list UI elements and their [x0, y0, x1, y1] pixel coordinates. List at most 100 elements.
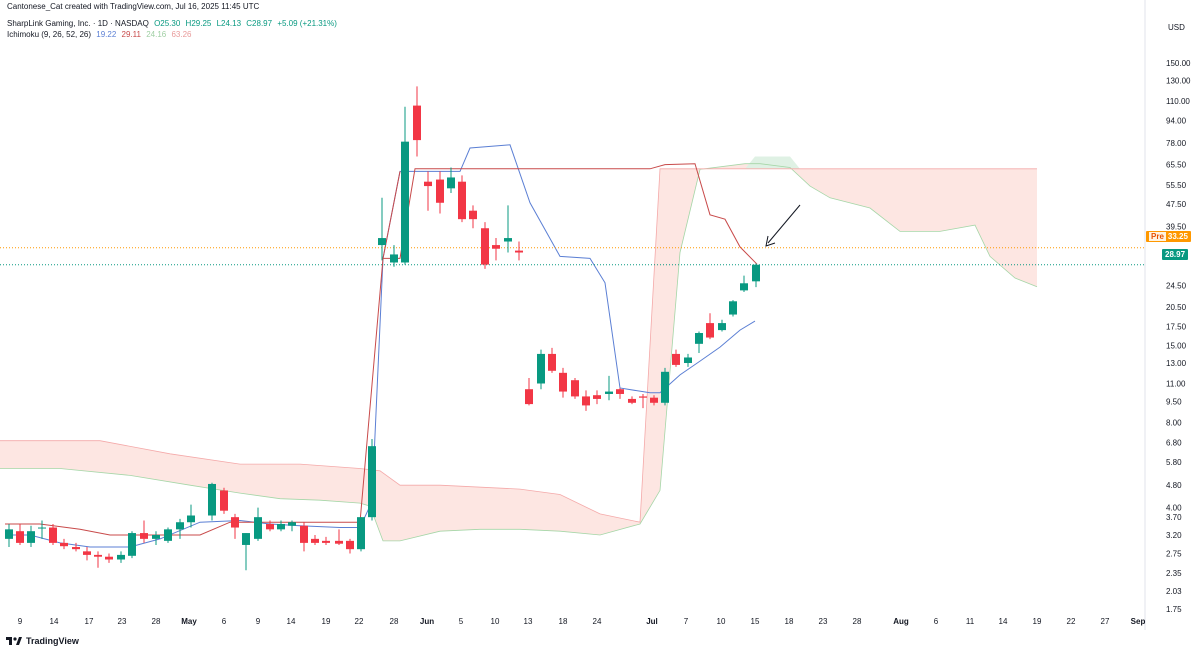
candle-body: [752, 264, 760, 282]
candle-body: [300, 525, 308, 543]
candle-body: [628, 398, 636, 403]
x-tick-label: 22: [1067, 617, 1076, 626]
y-tick-label: 3.70: [1166, 513, 1182, 522]
candle-body: [605, 391, 613, 394]
chart-credit: Cantonese_Cat created with TradingView.c…: [7, 2, 260, 11]
candle-body: [672, 353, 680, 365]
candle-body: [661, 371, 669, 403]
candle: [242, 533, 250, 571]
candle-body: [718, 323, 726, 331]
candle-body: [390, 254, 398, 263]
candle: [378, 197, 386, 261]
x-tick-label: 14: [999, 617, 1008, 626]
candle: [254, 507, 262, 541]
x-tick-label: 15: [751, 617, 760, 626]
y-tick-label: 55.50: [1166, 181, 1187, 190]
arrow-annotation: [767, 204, 801, 244]
candle: [537, 349, 545, 390]
candle: [718, 319, 726, 332]
x-tick-label: 28: [853, 617, 862, 626]
candle: [504, 205, 512, 253]
y-tick-label: 2.35: [1166, 569, 1182, 578]
candle: [390, 245, 398, 267]
candle: [447, 167, 455, 193]
candle: [650, 395, 658, 406]
x-tick-label: 28: [152, 617, 161, 626]
tradingview-logo[interactable]: TradingView: [6, 636, 79, 646]
time-axis[interactable]: 9 14 17 23 28 May 6 9 14 19 22 28 Jun 5 10 13 18 24 Jul 7 10…: [18, 617, 1146, 626]
ohlc-low: L24.13: [216, 19, 242, 28]
candle-body: [582, 396, 590, 406]
price-axis[interactable]: USD 150.00 130.00 110.00 94.00 78.00 65.50 55.5…: [1166, 23, 1191, 614]
candle-body: [458, 181, 466, 220]
x-tick-label: Jun: [420, 617, 434, 626]
candle-body: [254, 517, 262, 539]
y-tick-label: 13.00: [1166, 359, 1187, 368]
candle-body: [740, 283, 748, 291]
candle: [346, 538, 354, 554]
candles: [5, 86, 760, 571]
candle: [105, 553, 113, 563]
candle-body: [537, 353, 545, 384]
y-tick-label: 150.00: [1166, 59, 1191, 68]
candle-body: [695, 333, 703, 344]
last-price-tag: 28.97: [1162, 249, 1189, 260]
indicator-name[interactable]: Ichimoku (9, 26, 52, 26): [7, 30, 92, 39]
candle: [548, 347, 556, 373]
candle-body: [187, 515, 195, 523]
candle-body: [266, 523, 274, 530]
candle: [152, 531, 160, 545]
y-tick-label: 8.00: [1166, 419, 1182, 428]
candle-body: [242, 533, 250, 545]
candle: [368, 438, 376, 521]
candle: [481, 222, 489, 269]
x-tick-label: Jul: [646, 617, 658, 626]
candle-body: [208, 483, 216, 516]
annotations: [765, 204, 801, 247]
x-tick-label: 19: [1033, 617, 1042, 626]
ohlc-high: H29.25: [185, 19, 212, 28]
candle-body: [571, 380, 579, 397]
senkou-span-a: [0, 163, 1038, 542]
candle-body: [83, 551, 91, 555]
candle: [571, 378, 579, 399]
indicator-legend[interactable]: Ichimoku (9, 26, 52, 26) 19.22 29.11 24.…: [7, 30, 192, 39]
y-tick-label: 9.50: [1166, 397, 1182, 406]
x-tick-label: 27: [1101, 617, 1110, 626]
kumo-bearish-fill: [0, 163, 1037, 541]
candle: [413, 86, 421, 157]
y-tick-label: 17.50: [1166, 323, 1187, 332]
candle-body: [492, 245, 500, 249]
candle-body: [481, 228, 489, 265]
candle: [695, 331, 703, 354]
candle-body: [164, 529, 172, 541]
symbol-name[interactable]: SharpLink Gaming, Inc. · 1D · NASDAQ: [7, 19, 149, 28]
x-tick-label: 14: [50, 617, 59, 626]
y-tick-label: 3.20: [1166, 531, 1182, 540]
candle: [311, 534, 319, 545]
candle: [38, 520, 46, 539]
base-line-jump: [382, 171, 401, 259]
x-tick-label: 11: [966, 617, 975, 626]
x-tick-label: Aug: [893, 617, 909, 626]
candle-body: [729, 301, 737, 315]
y-tick-label: 24.50: [1166, 281, 1187, 290]
x-tick-label: 18: [559, 617, 568, 626]
candle-body: [117, 554, 125, 560]
candle: [661, 367, 669, 406]
candle-body: [401, 141, 409, 263]
candle-body: [231, 517, 239, 528]
candle: [559, 367, 567, 398]
symbol-legend[interactable]: SharpLink Gaming, Inc. · 1D · NASDAQ O25…: [7, 19, 337, 28]
candle: [458, 175, 466, 223]
candle-body: [335, 540, 343, 544]
candle-body: [288, 522, 296, 526]
candle-body: [152, 534, 160, 539]
y-tick-label: 65.50: [1166, 161, 1187, 170]
x-tick-label: 10: [491, 617, 500, 626]
ohlc-close: C28.97: [246, 19, 273, 28]
y-tick-label: 1.75: [1166, 605, 1182, 614]
candle-body: [38, 527, 46, 529]
x-tick-label: 9: [18, 617, 23, 626]
